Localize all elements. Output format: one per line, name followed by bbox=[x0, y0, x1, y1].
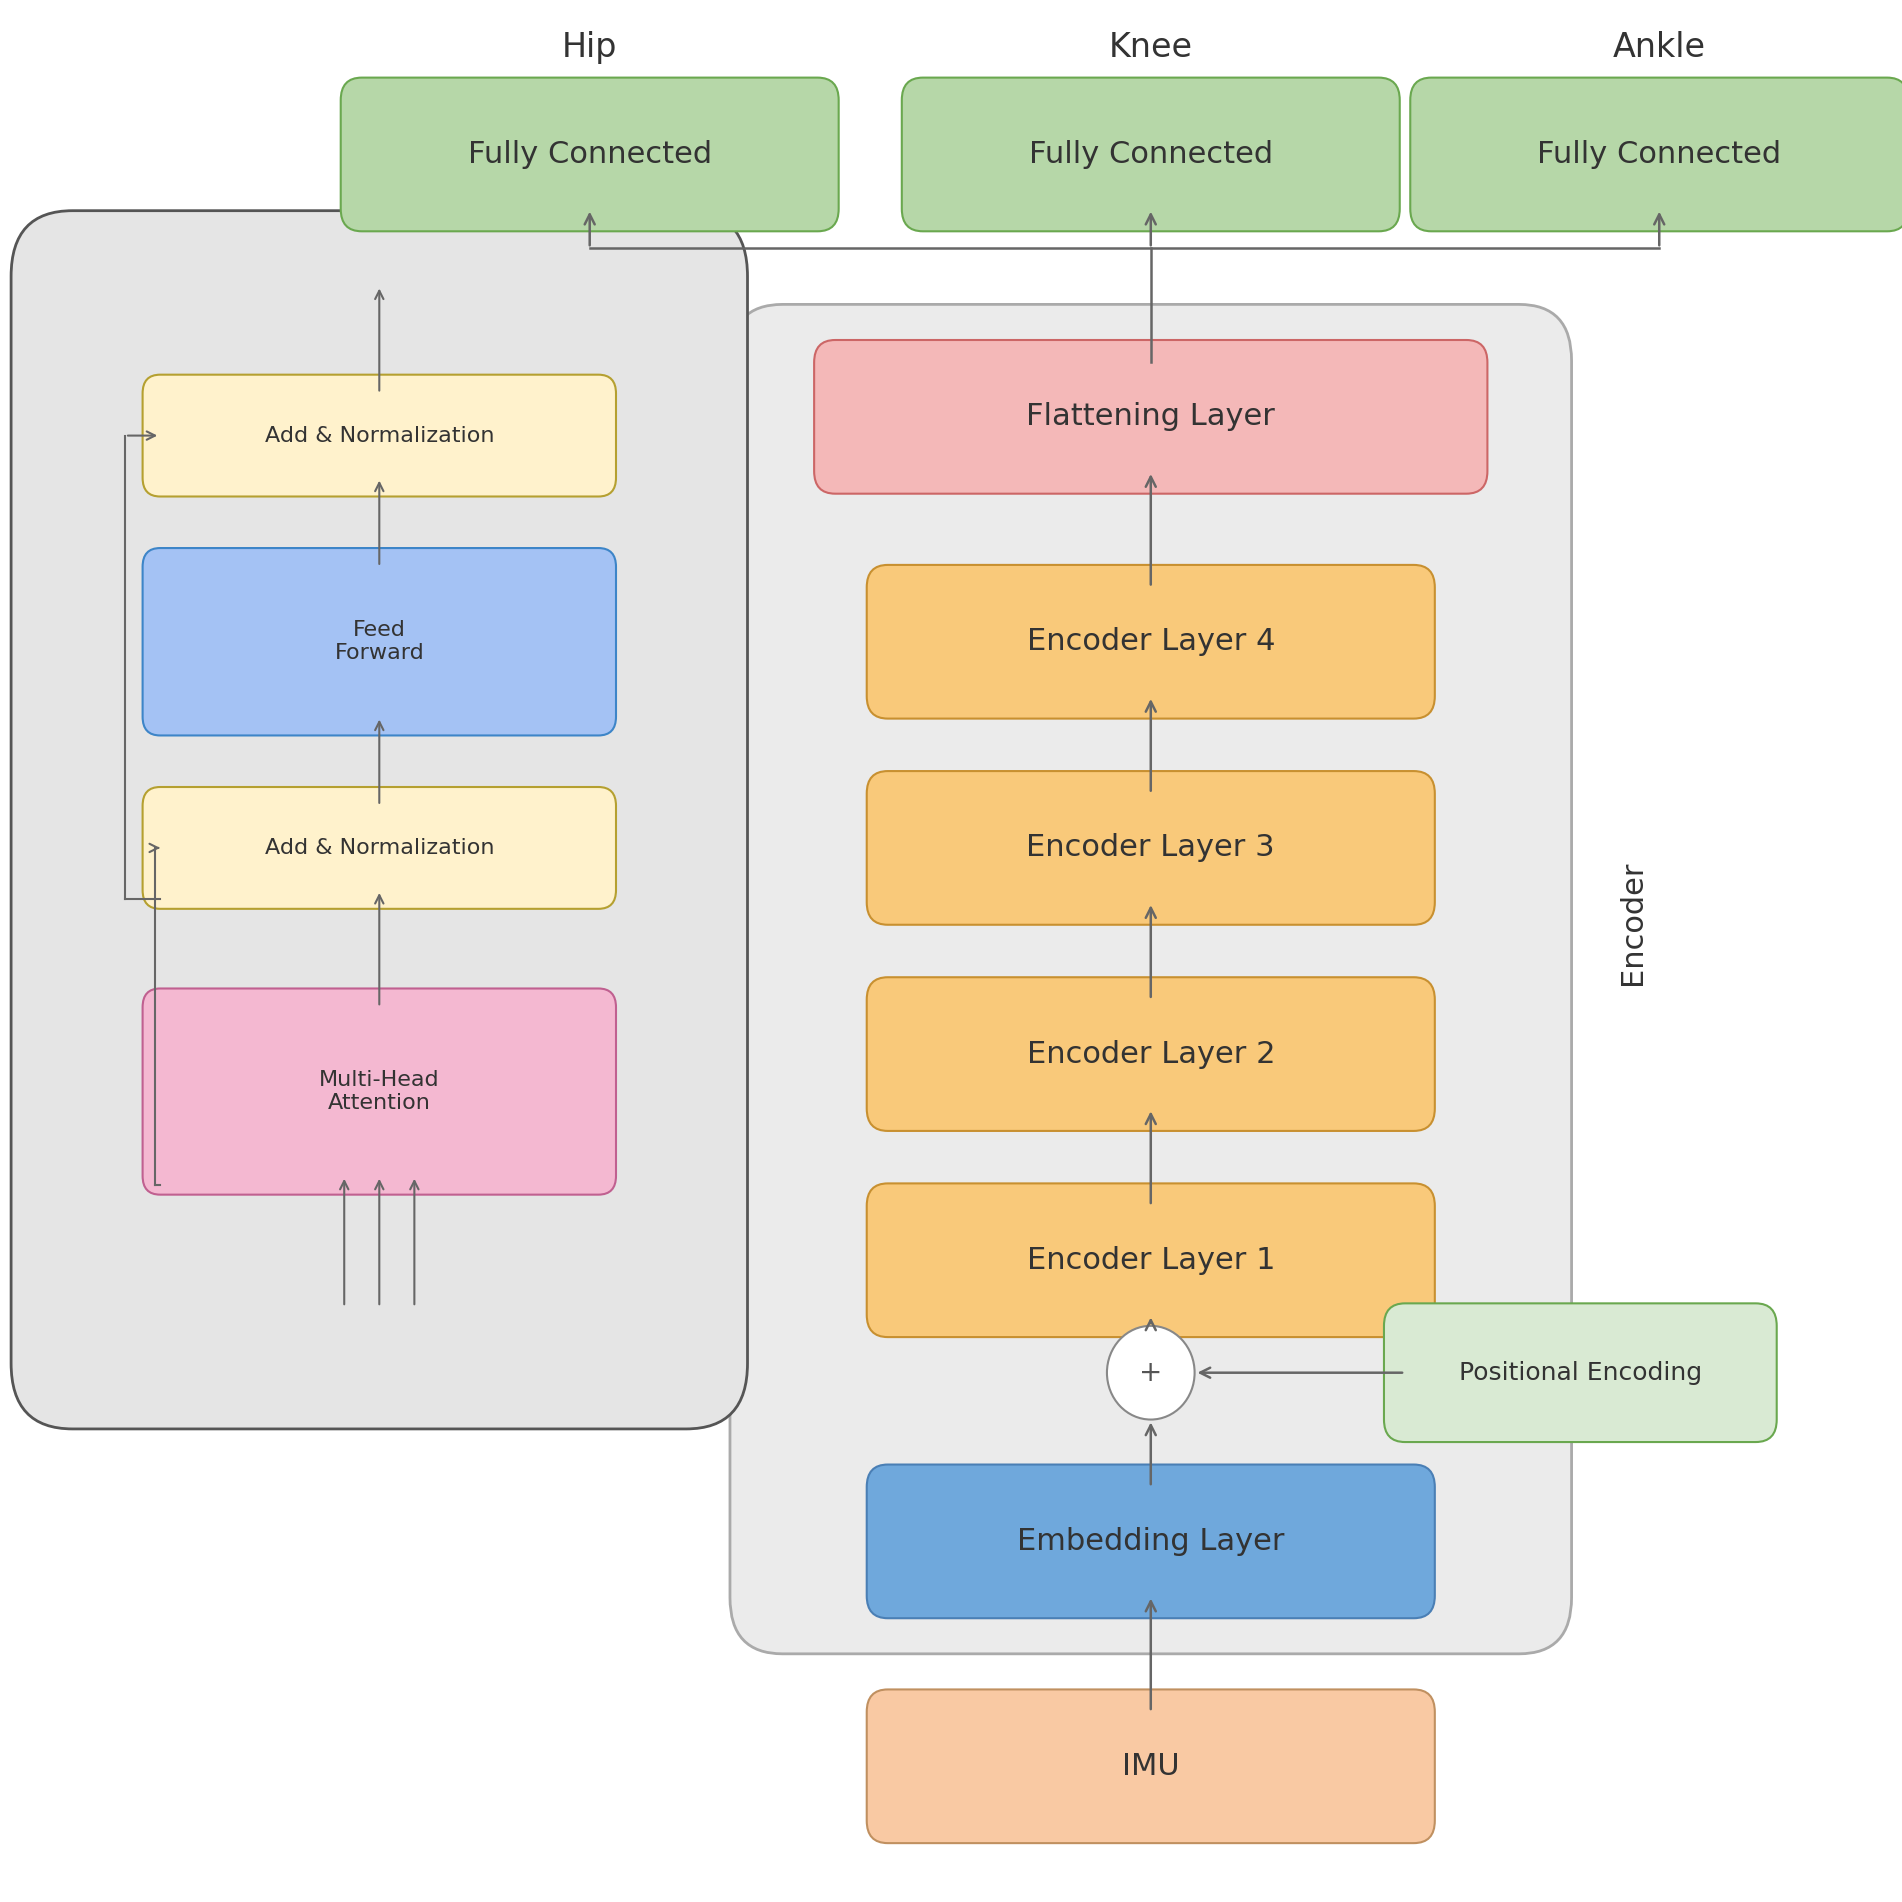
Text: Encoder Layer 3: Encoder Layer 3 bbox=[1027, 833, 1274, 862]
Text: +: + bbox=[1139, 1358, 1162, 1387]
Text: IMU: IMU bbox=[1122, 1752, 1179, 1780]
FancyBboxPatch shape bbox=[143, 548, 616, 736]
FancyBboxPatch shape bbox=[867, 1183, 1434, 1337]
FancyBboxPatch shape bbox=[867, 1465, 1434, 1619]
FancyBboxPatch shape bbox=[143, 989, 616, 1194]
FancyBboxPatch shape bbox=[867, 978, 1434, 1132]
FancyBboxPatch shape bbox=[340, 78, 839, 232]
Text: Flattening Layer: Flattening Layer bbox=[1027, 403, 1274, 432]
FancyBboxPatch shape bbox=[1385, 1303, 1776, 1442]
Text: Ankle: Ankle bbox=[1613, 30, 1706, 65]
FancyBboxPatch shape bbox=[814, 340, 1487, 495]
Text: Encoder: Encoder bbox=[1619, 860, 1647, 985]
Text: Knee: Knee bbox=[1109, 30, 1193, 65]
FancyBboxPatch shape bbox=[867, 770, 1434, 924]
FancyBboxPatch shape bbox=[730, 304, 1571, 1655]
Text: Embedding Layer: Embedding Layer bbox=[1018, 1527, 1284, 1556]
Text: Encoder Layer 4: Encoder Layer 4 bbox=[1027, 628, 1274, 656]
Text: Feed
Forward: Feed Forward bbox=[335, 620, 424, 664]
FancyBboxPatch shape bbox=[143, 787, 616, 909]
Text: Positional Encoding: Positional Encoding bbox=[1459, 1360, 1702, 1385]
Text: Fully Connected: Fully Connected bbox=[468, 141, 711, 169]
Text: Add & Normalization: Add & Normalization bbox=[264, 426, 495, 445]
FancyBboxPatch shape bbox=[1409, 78, 1902, 232]
Text: Encoder Layer 2: Encoder Layer 2 bbox=[1027, 1040, 1274, 1069]
FancyBboxPatch shape bbox=[143, 375, 616, 496]
Text: Encoder Layer 1: Encoder Layer 1 bbox=[1027, 1246, 1274, 1274]
Text: Fully Connected: Fully Connected bbox=[1537, 141, 1782, 169]
Text: Multi-Head
Attention: Multi-Head Attention bbox=[320, 1071, 439, 1113]
Text: Fully Connected: Fully Connected bbox=[1029, 141, 1272, 169]
Circle shape bbox=[1107, 1326, 1194, 1419]
FancyBboxPatch shape bbox=[11, 211, 747, 1428]
FancyBboxPatch shape bbox=[867, 565, 1434, 719]
FancyBboxPatch shape bbox=[902, 78, 1400, 232]
FancyBboxPatch shape bbox=[867, 1689, 1434, 1843]
Text: Hip: Hip bbox=[561, 30, 618, 65]
Text: Add & Normalization: Add & Normalization bbox=[264, 839, 495, 858]
